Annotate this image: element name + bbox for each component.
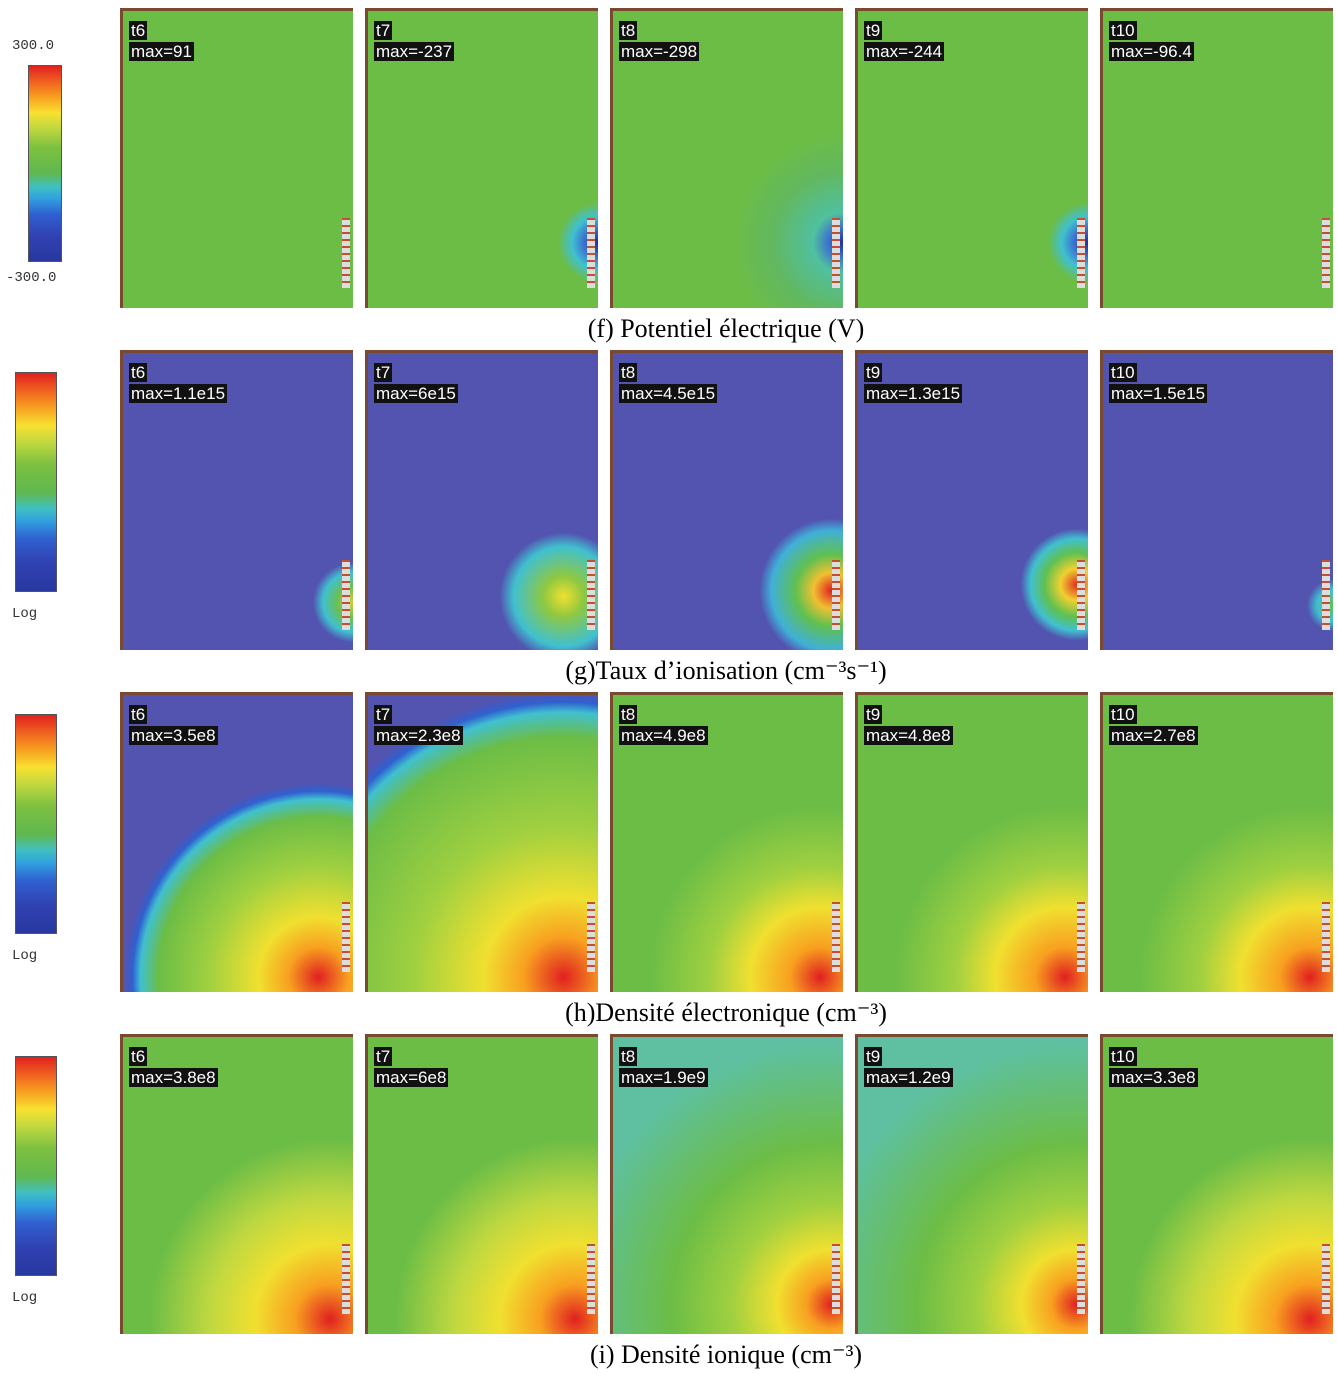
colorbar <box>28 65 62 262</box>
electrode <box>832 560 840 630</box>
time-label: t7 <box>374 21 393 40</box>
time-label: t9 <box>864 21 883 40</box>
simulation-panel: t10 max=1.5e15 <box>1100 350 1333 650</box>
caption: (f) Potentiel électrique (V) <box>587 314 865 343</box>
max-label: max=4.5e15 <box>619 384 718 403</box>
time-label: t6 <box>129 21 148 40</box>
electrode <box>1077 1244 1085 1314</box>
simulation-panel: t8 max=1.9e9 <box>610 1034 843 1334</box>
simulation-panel: t9 max=1.3e15 <box>855 350 1088 650</box>
colorbar <box>15 372 57 592</box>
time-label: t10 <box>1109 1047 1137 1066</box>
electrode <box>587 560 595 630</box>
electrode <box>587 1244 595 1314</box>
max-label: max=1.9e9 <box>619 1068 708 1087</box>
simulation-panel: t7 max=2.3e8 <box>365 692 598 992</box>
simulation-panel: t8 max=4.5e15 <box>610 350 843 650</box>
time-label: t10 <box>1109 363 1137 382</box>
electrode <box>342 902 350 972</box>
colorbar-min: -300.0 <box>6 270 57 286</box>
caption: (h)Densité électronique (cm⁻³) <box>565 998 887 1027</box>
simulation-panel: t8 max=4.9e8 <box>610 692 843 992</box>
time-label: t10 <box>1109 21 1137 40</box>
electrode <box>342 218 350 288</box>
colorbar-scale: Log <box>12 606 38 622</box>
electrode <box>832 1244 840 1314</box>
electrode <box>1322 218 1330 288</box>
electrode <box>832 218 840 288</box>
time-label: t6 <box>129 705 148 724</box>
time-label: t8 <box>619 1047 638 1066</box>
simulation-panel: t7 max=-237 <box>365 8 598 308</box>
max-label: max=1.2e9 <box>864 1068 953 1087</box>
simulation-panel: t6 max=1.1e15 <box>120 350 353 650</box>
time-label: t6 <box>129 363 148 382</box>
max-label: max=3.8e8 <box>129 1068 218 1087</box>
colorbar-max: 300.0 <box>12 38 55 54</box>
time-label: t7 <box>374 363 393 382</box>
simulation-panel: t9 max=1.2e9 <box>855 1034 1088 1334</box>
simulation-panel: t9 max=-244 <box>855 8 1088 308</box>
max-label: max=6e8 <box>374 1068 449 1087</box>
simulation-panel: t6 max=3.8e8 <box>120 1034 353 1334</box>
max-label: max=-96.4 <box>1109 42 1194 61</box>
simulation-panel: t8 max=-298 <box>610 8 843 308</box>
colorbar-scale: Log <box>12 1290 38 1306</box>
simulation-panel: t10 max=-96.4 <box>1100 8 1333 308</box>
electrode <box>1322 560 1330 630</box>
max-label: max=-237 <box>374 42 455 61</box>
time-label: t10 <box>1109 705 1137 724</box>
max-label: max=6e15 <box>374 384 458 403</box>
simulation-panel: t9 max=4.8e8 <box>855 692 1088 992</box>
max-label: max=1.1e15 <box>129 384 228 403</box>
time-label: t7 <box>374 705 393 724</box>
colorbar <box>15 714 57 934</box>
max-label: max=-298 <box>619 42 700 61</box>
time-label: t9 <box>864 363 883 382</box>
time-label: t9 <box>864 705 883 724</box>
time-label: t8 <box>619 21 638 40</box>
max-label: max=3.3e8 <box>1109 1068 1198 1087</box>
caption: (g)Taux d’ionisation (cm⁻³s⁻¹) <box>565 656 887 685</box>
simulation-panel: t6 max=3.5e8 <box>120 692 353 992</box>
electrode <box>1077 902 1085 972</box>
max-label: max=1.5e15 <box>1109 384 1208 403</box>
time-label: t6 <box>129 1047 148 1066</box>
colorbar-scale: Log <box>12 948 38 964</box>
simulation-panel: t10 max=3.3e8 <box>1100 1034 1333 1334</box>
electrode <box>1077 560 1085 630</box>
electrode <box>1077 218 1085 288</box>
simulation-panel: t7 max=6e8 <box>365 1034 598 1334</box>
max-label: max=3.5e8 <box>129 726 218 745</box>
electrode <box>1322 902 1330 972</box>
electrode <box>587 218 595 288</box>
colorbar <box>15 1056 57 1276</box>
electrode <box>832 902 840 972</box>
time-label: t9 <box>864 1047 883 1066</box>
max-label: max=2.3e8 <box>374 726 463 745</box>
simulation-panel: t10 max=2.7e8 <box>1100 692 1333 992</box>
max-label: max=4.9e8 <box>619 726 708 745</box>
max-label: max=91 <box>129 42 194 61</box>
max-label: max=-244 <box>864 42 945 61</box>
simulation-panel: t7 max=6e15 <box>365 350 598 650</box>
time-label: t7 <box>374 1047 393 1066</box>
time-label: t8 <box>619 363 638 382</box>
electrode <box>342 560 350 630</box>
max-label: max=1.3e15 <box>864 384 963 403</box>
time-label: t8 <box>619 705 638 724</box>
simulation-panel: t6 max=91 <box>120 8 353 308</box>
max-label: max=2.7e8 <box>1109 726 1198 745</box>
caption: (i) Densité ionique (cm⁻³) <box>589 1340 863 1369</box>
electrode <box>1322 1244 1330 1314</box>
electrode <box>587 902 595 972</box>
max-label: max=4.8e8 <box>864 726 953 745</box>
electrode <box>342 1244 350 1314</box>
